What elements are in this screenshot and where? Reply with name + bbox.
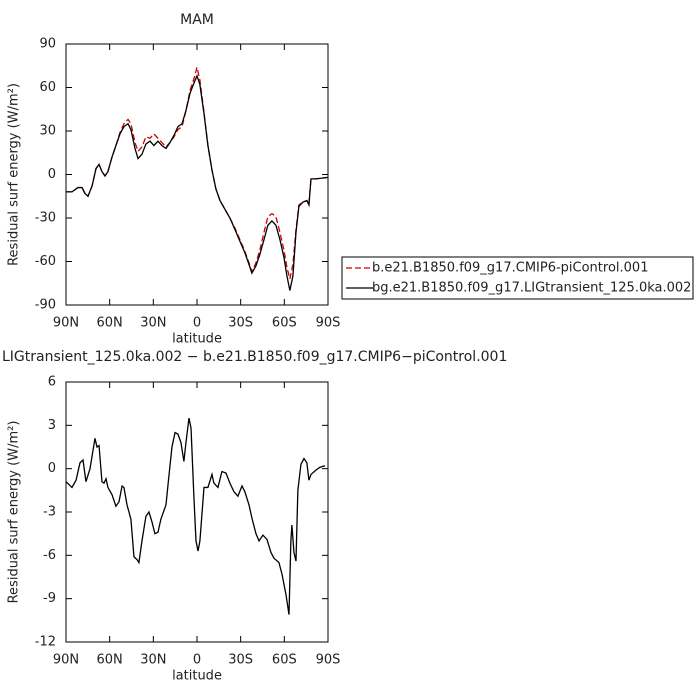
y-tick-label: 30 [39, 124, 56, 139]
x-tick-label: 60S [272, 316, 297, 331]
y-tick-label: -6 [43, 548, 56, 563]
legend-label: bg.e21.B1850.f09_g17.LIGtransient_125.0k… [372, 281, 691, 296]
data-line [66, 67, 329, 280]
x-tick-label: 30S [228, 316, 253, 331]
y-tick-label: 90 [39, 37, 56, 52]
y-tick-label: -9 [43, 591, 56, 606]
x-tick-label: 60S [272, 653, 297, 668]
x-tick-label: 90S [316, 316, 341, 331]
chart-title: MAM [180, 12, 214, 28]
x-tick-label: 60N [97, 653, 123, 668]
x-tick-label: 90N [53, 653, 79, 668]
x-tick-label: 0 [193, 316, 201, 331]
y-axis-label: Residual surf energy (W/m²) [7, 421, 22, 604]
y-tick-label: -12 [35, 635, 56, 650]
legend-label: b.e21.B1850.f09_g17.CMIP6-piControl.001 [372, 261, 648, 276]
x-tick-label: 30N [140, 316, 166, 331]
x-axis-label: latitude [172, 669, 222, 684]
y-tick-label: 0 [48, 461, 56, 476]
x-tick-label: 90S [316, 653, 341, 668]
y-tick-label: -3 [43, 505, 56, 520]
y-tick-label: -30 [35, 211, 56, 226]
x-axis-label: latitude [172, 332, 222, 347]
y-tick-label: 3 [48, 418, 56, 433]
x-tick-label: 30S [228, 653, 253, 668]
y-tick-label: -90 [35, 298, 56, 313]
y-tick-label: 60 [39, 80, 56, 95]
y-tick-label: 0 [48, 167, 56, 182]
y-tick-label: -60 [35, 254, 56, 269]
data-line [66, 74, 329, 291]
y-tick-label: 6 [48, 375, 56, 390]
x-tick-label: 90N [53, 316, 79, 331]
y-axis-label: Residual surf energy (W/m²) [7, 83, 22, 266]
chart-title: LIGtransient_125.0ka.002 − b.e21.B1850.f… [2, 349, 507, 365]
data-line [65, 417, 326, 615]
x-tick-label: 30N [140, 653, 166, 668]
x-tick-label: 60N [97, 316, 123, 331]
legend-box [341, 256, 694, 300]
x-tick-label: 0 [193, 653, 201, 668]
